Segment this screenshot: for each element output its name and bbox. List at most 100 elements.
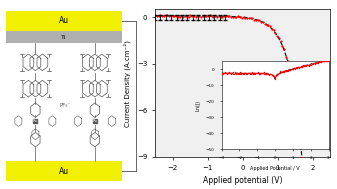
Point <box>283 56 289 59</box>
Point <box>182 14 188 17</box>
Point <box>200 14 206 17</box>
Point <box>202 15 207 18</box>
Point <box>168 14 174 17</box>
Point <box>322 163 328 166</box>
Point <box>294 107 299 110</box>
Text: Ru: Ru <box>92 119 97 123</box>
Point <box>159 15 165 18</box>
Point <box>292 96 298 99</box>
Point <box>296 121 301 124</box>
Point <box>244 17 250 20</box>
Point <box>328 163 333 166</box>
Point <box>152 14 158 17</box>
Point <box>281 48 287 51</box>
Point <box>288 75 294 78</box>
Point <box>196 14 202 17</box>
Point <box>213 14 218 17</box>
Point <box>195 15 200 18</box>
Bar <box>6 31 122 43</box>
Point <box>280 44 285 47</box>
Point <box>319 163 324 166</box>
Y-axis label: Current Density (A.cm⁻²): Current Density (A.cm⁻²) <box>124 40 131 127</box>
Text: PF₆⁻: PF₆⁻ <box>59 103 71 108</box>
Point <box>181 15 186 18</box>
Point <box>271 29 276 32</box>
Point <box>313 163 319 166</box>
Point <box>287 67 292 70</box>
Point <box>251 18 257 21</box>
Point <box>257 19 262 22</box>
Text: Au: Au <box>59 16 69 25</box>
Point <box>204 15 209 18</box>
Point <box>246 16 251 19</box>
Point <box>301 163 306 166</box>
Point <box>234 15 239 19</box>
Point <box>230 16 236 19</box>
Point <box>317 163 322 166</box>
Point <box>170 15 176 18</box>
Text: Au: Au <box>59 167 69 176</box>
Point <box>228 15 234 18</box>
Point <box>165 14 170 17</box>
Point <box>285 60 290 63</box>
Point <box>299 156 305 160</box>
Point <box>227 15 232 18</box>
Point <box>253 18 258 21</box>
Point <box>267 25 273 28</box>
Point <box>255 18 261 21</box>
Bar <box>6 11 122 32</box>
Point <box>179 15 184 18</box>
Point <box>186 15 191 18</box>
Point <box>175 16 181 19</box>
Point <box>193 15 198 18</box>
Point <box>237 15 243 18</box>
Point <box>172 15 177 18</box>
Point <box>236 15 241 18</box>
Point <box>177 15 183 19</box>
Point <box>306 163 312 166</box>
Point <box>308 163 313 166</box>
Point <box>220 15 225 19</box>
Point <box>290 84 296 87</box>
Point <box>276 37 282 40</box>
Point <box>266 24 271 27</box>
Text: Ru: Ru <box>33 119 38 123</box>
Point <box>161 15 166 18</box>
Point <box>214 15 220 18</box>
Point <box>207 13 213 16</box>
Point <box>223 14 228 17</box>
Point <box>262 22 268 26</box>
Point <box>156 14 161 17</box>
Bar <box>6 161 122 181</box>
Point <box>324 163 329 166</box>
Point <box>260 21 266 24</box>
Point <box>188 14 193 17</box>
Point <box>273 31 278 34</box>
Point <box>216 15 221 18</box>
Point <box>264 24 269 27</box>
Point <box>258 20 264 23</box>
Point <box>305 163 310 166</box>
Point <box>191 14 197 17</box>
Point <box>298 136 303 139</box>
Point <box>225 15 230 18</box>
Point <box>278 40 283 43</box>
Point <box>206 15 211 18</box>
Point <box>241 15 246 19</box>
Point <box>320 163 326 166</box>
Point <box>269 27 275 30</box>
Point <box>166 15 172 18</box>
Point <box>310 163 315 166</box>
Text: Ti: Ti <box>61 35 66 40</box>
Point <box>274 34 280 37</box>
Point <box>163 13 168 16</box>
Point <box>312 163 317 166</box>
Point <box>303 163 308 166</box>
Point <box>154 15 159 18</box>
Point <box>189 15 195 18</box>
Point <box>158 13 163 16</box>
Point <box>250 17 255 20</box>
Point <box>184 15 190 18</box>
Point <box>239 17 244 20</box>
Point <box>218 16 223 19</box>
